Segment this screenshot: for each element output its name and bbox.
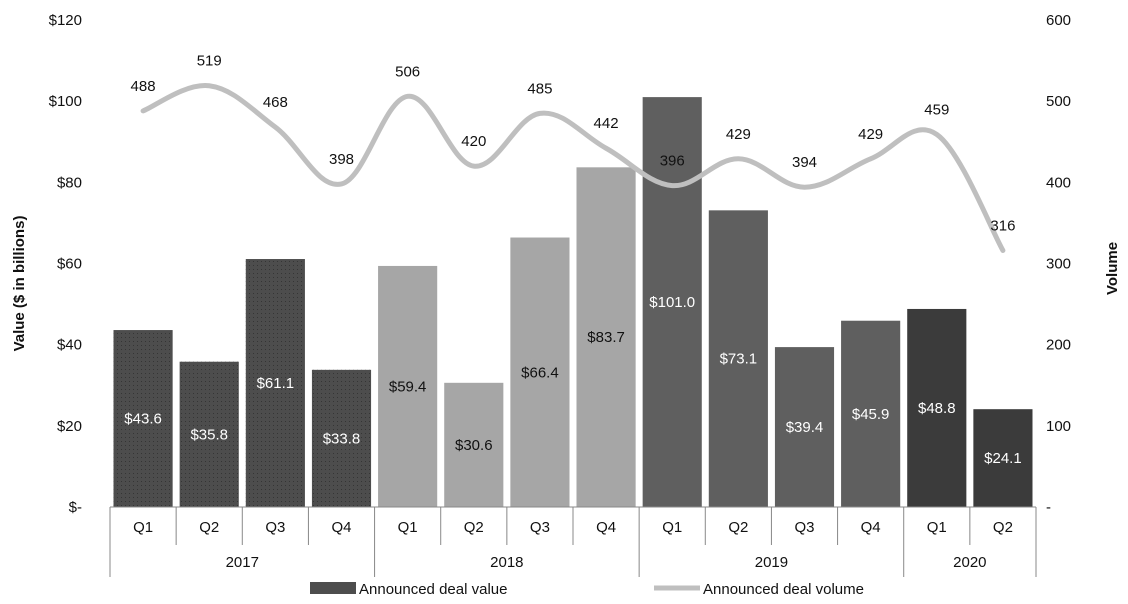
category-label: Q2: [464, 519, 484, 536]
bar: [973, 409, 1033, 507]
bar-value-label: $101.0: [649, 294, 695, 311]
left-tick-label: $120: [49, 12, 82, 29]
category-label: Q1: [133, 519, 153, 536]
category-label: Q2: [199, 519, 219, 536]
bar-value-label: $43.6: [124, 411, 162, 428]
legend-bar-swatch: [310, 582, 356, 594]
y-axis-title: Value ($ in billions): [11, 216, 28, 352]
bar-value-label: $35.8: [190, 426, 228, 443]
volume-value-label: 488: [131, 78, 156, 95]
bar-texture: [113, 330, 173, 507]
bar-value-label: $83.7: [587, 329, 625, 346]
right-tick-label: 400: [1046, 174, 1071, 191]
left-tick-label: $100: [49, 93, 82, 110]
bar-value-label: $45.9: [852, 406, 890, 423]
bar: [907, 308, 967, 507]
bar: [841, 320, 901, 507]
category-label: Q2: [728, 519, 748, 536]
right-tick-label: 100: [1046, 418, 1071, 435]
bar-value-label: $24.1: [984, 450, 1022, 467]
volume-value-label: 506: [395, 63, 420, 80]
bar-texture: [245, 259, 305, 507]
volume-value-label: 485: [527, 80, 552, 97]
volume-line: [140, 83, 1006, 254]
category-label: Q3: [530, 519, 550, 536]
bar: [378, 265, 438, 507]
volume-value-label: 519: [197, 53, 222, 70]
legend-item-volume: Announced deal volume: [703, 581, 864, 598]
category-label: Q2: [993, 519, 1013, 536]
left-axis-ticks: $- $20 $40 $60 $80 $100 $120: [49, 12, 82, 516]
bar: [708, 210, 768, 508]
category-label: Q3: [265, 519, 285, 536]
bar: [642, 97, 702, 507]
left-tick-label: $40: [57, 337, 82, 354]
volume-value-label: 420: [461, 133, 486, 150]
bar-value-label: $48.8: [918, 400, 956, 417]
bar-texture: [179, 361, 239, 507]
volume-value-label: 468: [263, 94, 288, 111]
right-tick-label: -: [1046, 499, 1051, 516]
category-label: Q1: [927, 519, 947, 536]
volume-value-label: 429: [726, 126, 751, 143]
right-axis-ticks: - 100 200 300 400 500 600: [1046, 12, 1071, 516]
line-series: [140, 83, 1006, 254]
bar-value-label: $66.4: [521, 364, 559, 381]
y2-axis-title: Volume: [1104, 242, 1121, 295]
bar-value-label: $61.1: [257, 375, 295, 392]
category-label: Q3: [794, 519, 814, 536]
bar: [510, 237, 570, 507]
bar-series: [113, 97, 1033, 508]
volume-value-label: 398: [329, 151, 354, 168]
category-label: Q1: [662, 519, 682, 536]
x-axis: Q1 Q2 Q3 Q4 Q1 Q2 Q3 Q4 Q1 Q2 Q3 Q4 Q1 Q2 2017 2018 2019…: [109, 506, 1037, 577]
volume-value-label: 316: [990, 218, 1015, 235]
legend: Announced deal value Announced deal volu…: [310, 581, 864, 598]
left-tick-label: $-: [69, 499, 82, 516]
volume-value-label: 442: [594, 115, 619, 132]
category-label: Q4: [596, 519, 616, 536]
bar: [576, 167, 636, 507]
category-label: Q4: [861, 519, 881, 536]
left-tick-label: $80: [57, 174, 82, 191]
volume-value-label: 459: [924, 101, 949, 118]
bar: [774, 347, 835, 507]
volume-value-label: 396: [660, 153, 685, 170]
bar-value-label: $33.8: [323, 430, 361, 447]
bar-value-labels: $43.6 $35.8 $61.1 $33.8 $59.4 $30.6 $66.4 $83.7…: [124, 294, 1021, 467]
year-label: 2019: [755, 554, 788, 571]
left-tick-label: $60: [57, 256, 82, 273]
bar-value-label: $73.1: [720, 351, 758, 368]
bar-texture: [311, 369, 372, 507]
year-label: 2018: [490, 554, 523, 571]
bar: [444, 382, 504, 507]
volume-value-labels: 488 519 468 398 506 420 485 442 396 429 394 429 459 3…: [131, 53, 1016, 235]
right-tick-label: 200: [1046, 337, 1071, 354]
left-tick-label: $20: [57, 418, 82, 435]
year-label: 2017: [226, 554, 259, 571]
right-tick-label: 600: [1046, 12, 1071, 29]
category-label: Q1: [398, 519, 418, 536]
legend-item-value: Announced deal value: [359, 581, 507, 598]
bar-value-label: $30.6: [455, 437, 493, 454]
bar-value-label: $59.4: [389, 378, 427, 395]
year-label: 2020: [953, 554, 986, 571]
volume-value-label: 394: [792, 154, 817, 171]
category-label: Q4: [331, 519, 351, 536]
right-tick-label: 500: [1046, 93, 1071, 110]
bar-value-label: $39.4: [786, 419, 824, 436]
right-tick-label: 300: [1046, 256, 1071, 273]
volume-value-label: 429: [858, 126, 883, 143]
